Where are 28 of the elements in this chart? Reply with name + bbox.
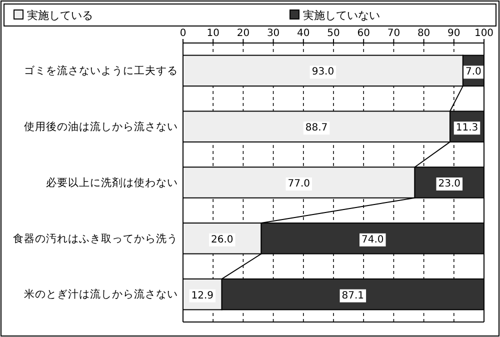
data-label: 93.0 xyxy=(312,66,334,78)
data-label: 12.9 xyxy=(191,290,214,302)
y-tick-label: 食器の汚れはふき取ってから洗う xyxy=(13,232,178,245)
x-tick-label: 0 xyxy=(180,28,186,39)
y-tick-label: 必要以上に洗剤は使わない xyxy=(46,176,178,189)
x-tick-label: 20 xyxy=(236,28,250,39)
x-tick-label: 40 xyxy=(297,28,310,39)
data-label: 26.0 xyxy=(210,234,234,246)
x-tick-label: 30 xyxy=(266,28,280,39)
data-label: 77.0 xyxy=(288,178,310,190)
x-tick-label: 70 xyxy=(387,28,400,39)
data-label: 88.7 xyxy=(305,122,328,134)
data-label: 11.3 xyxy=(456,122,478,134)
x-tick-label: 80 xyxy=(417,28,430,39)
data-label: 74.0 xyxy=(361,234,384,246)
x-tick-label: 60 xyxy=(357,28,370,39)
x-tick-label: 90 xyxy=(448,28,460,39)
data-label: 23.0 xyxy=(438,178,461,190)
y-tick-label: ゴミを流さないように工夫する xyxy=(24,64,178,78)
legend-label: 実施していない xyxy=(303,9,380,22)
y-tick-label: 米のとぎ汁は流しから流さない xyxy=(24,288,178,301)
x-tick-label: 50 xyxy=(327,28,340,39)
y-tick-label: 使用後の油は流しから流さない xyxy=(24,120,178,133)
x-tick-label: 100 xyxy=(474,28,494,39)
x-tick-label: 10 xyxy=(206,28,220,39)
legend-label: 実施している xyxy=(27,9,93,22)
data-label: 87.1 xyxy=(342,290,364,302)
data-label: 7.0 xyxy=(466,66,482,78)
